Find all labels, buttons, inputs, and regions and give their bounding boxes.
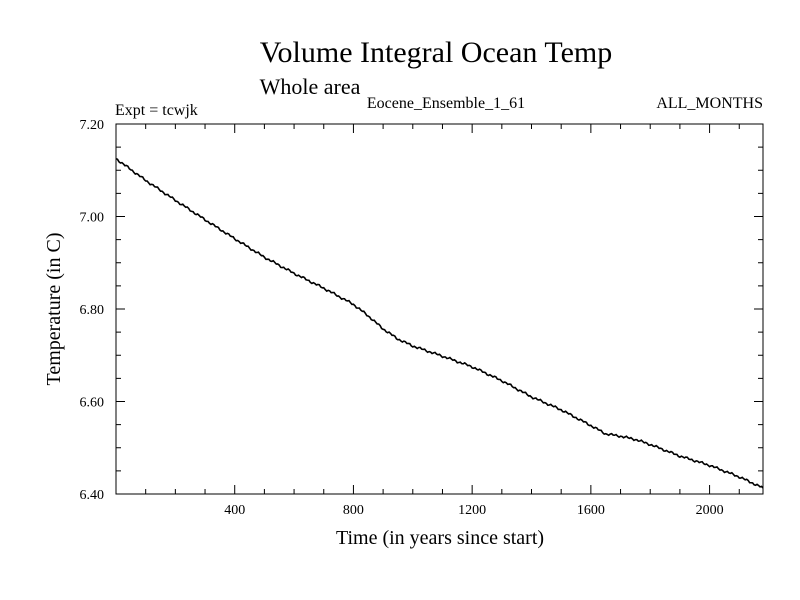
axis-ticks	[116, 123, 763, 495]
x-tick-label: 2000	[696, 503, 724, 518]
y-tick-labels: 6.40 6.60 6.80 7.00 7.20	[80, 118, 105, 503]
x-tick-label: 1200	[458, 503, 486, 518]
chart-subtitle: Whole area	[260, 74, 361, 99]
temperature-series-line	[115, 157, 764, 489]
x-tick-label: 800	[343, 503, 364, 518]
x-tick-labels: 400 800 1200 1600 2000	[224, 503, 723, 518]
y-axis-label: Temperature (in C)	[43, 233, 65, 386]
y-tick-label: 7.20	[80, 118, 105, 133]
months-label: ALL_MONTHS	[656, 95, 763, 112]
x-tick-label: 400	[224, 503, 245, 518]
x-axis-label: Time (in years since start)	[336, 527, 544, 549]
y-tick-label: 7.00	[80, 211, 105, 226]
x-tick-label: 1600	[577, 503, 605, 518]
chart-title: Volume Integral Ocean Temp	[260, 36, 613, 69]
ensemble-label: Eocene_Ensemble_1_61	[367, 95, 525, 112]
y-tick-label: 6.80	[80, 303, 105, 318]
y-tick-label: 6.60	[80, 396, 105, 411]
y-tick-label: 6.40	[80, 488, 105, 503]
experiment-label: Expt = tcwjk	[115, 102, 198, 119]
